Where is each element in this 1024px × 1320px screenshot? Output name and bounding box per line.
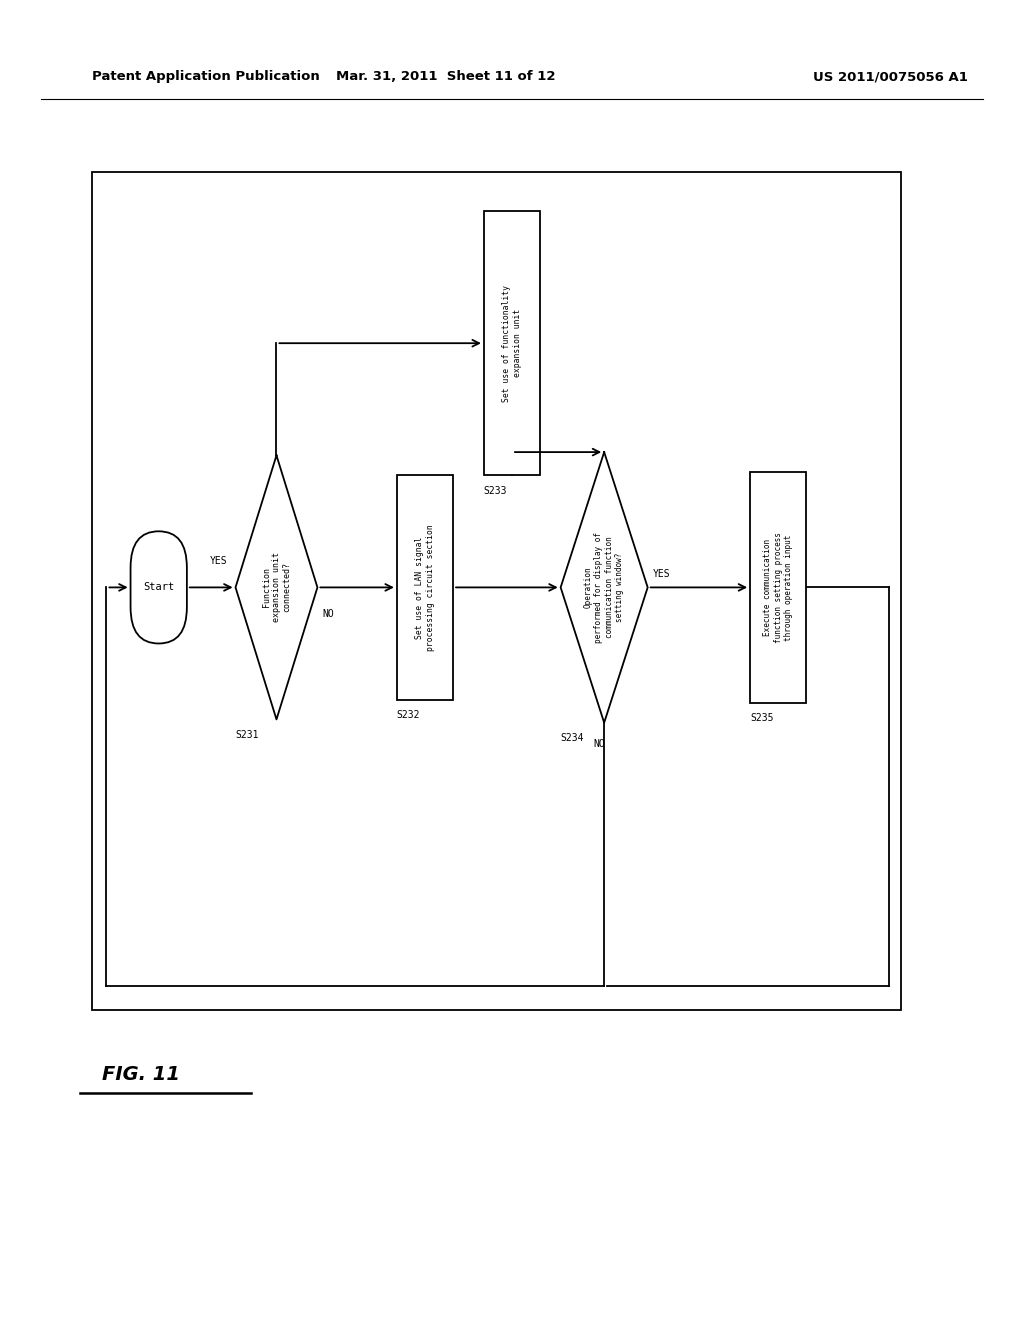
Text: Function
expansion unit
connected?: Function expansion unit connected? xyxy=(261,552,292,623)
Bar xyxy=(396,475,453,700)
Text: S232: S232 xyxy=(396,710,420,721)
Text: Set use of LAN signal
processing circuit section: Set use of LAN signal processing circuit… xyxy=(416,524,434,651)
Text: Start: Start xyxy=(143,582,174,593)
Text: S231: S231 xyxy=(236,730,259,741)
Text: YES: YES xyxy=(210,556,227,566)
Text: US 2011/0075056 A1: US 2011/0075056 A1 xyxy=(813,70,969,83)
Bar xyxy=(92,172,901,1010)
Text: Set use of functionality
expansion unit: Set use of functionality expansion unit xyxy=(503,285,521,401)
Text: YES: YES xyxy=(653,569,671,579)
Text: NO: NO xyxy=(323,609,334,619)
Text: S235: S235 xyxy=(750,713,773,723)
FancyBboxPatch shape xyxy=(131,531,186,643)
Text: NO: NO xyxy=(593,739,605,748)
Bar xyxy=(750,471,807,702)
Text: FIG. 11: FIG. 11 xyxy=(102,1065,180,1084)
Text: Operation
performed for display of
communication function
setting window?: Operation performed for display of commu… xyxy=(584,532,625,643)
Bar xyxy=(483,211,541,475)
Text: S234: S234 xyxy=(561,733,584,743)
Text: Execute communication
function setting process
through operation input: Execute communication function setting p… xyxy=(763,532,794,643)
Text: Patent Application Publication: Patent Application Publication xyxy=(92,70,319,83)
Text: S233: S233 xyxy=(483,486,507,496)
Text: Mar. 31, 2011  Sheet 11 of 12: Mar. 31, 2011 Sheet 11 of 12 xyxy=(336,70,555,83)
